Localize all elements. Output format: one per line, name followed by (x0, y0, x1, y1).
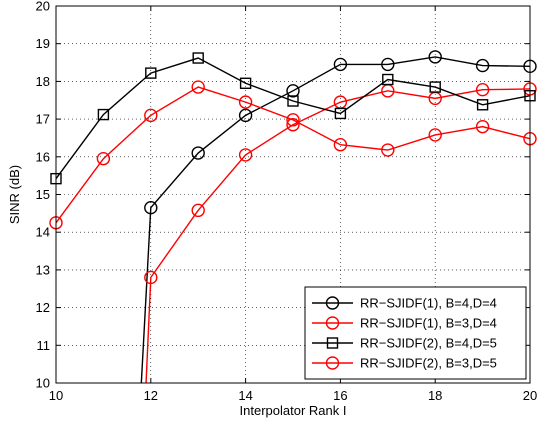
y-tick-label: 14 (36, 225, 50, 240)
y-tick-label: 15 (36, 187, 50, 202)
x-axis-label: Interpolator Rank I (240, 403, 347, 418)
y-tick-label: 17 (36, 112, 50, 127)
x-tick-label: 18 (428, 388, 442, 403)
y-tick-label: 16 (36, 149, 50, 164)
x-tick-label: 20 (523, 388, 537, 403)
y-tick-label: 19 (36, 36, 50, 51)
legend-label: RR−SJIDF(2), B=3,D=5 (360, 356, 497, 371)
legend-label: RR−SJIDF(2), B=4,D=5 (360, 336, 497, 351)
legend-label: RR−SJIDF(1), B=3,D=4 (360, 316, 497, 331)
y-tick-label: 10 (36, 376, 50, 391)
x-tick-label: 14 (238, 388, 252, 403)
x-tick-label: 10 (49, 388, 63, 403)
y-tick-label: 13 (36, 262, 50, 277)
x-tick-label: 16 (333, 388, 347, 403)
y-tick-label: 11 (37, 338, 51, 353)
x-tick-label: 12 (144, 388, 158, 403)
legend: RR−SJIDF(1), B=4,D=4 RR−SJIDF(1), B=3,D=4… (305, 287, 526, 379)
y-tick-label: 20 (36, 0, 50, 14)
y-axis-label: SINR (dB) (7, 165, 22, 224)
legend-label: RR−SJIDF(1), B=4,D=4 (360, 296, 497, 311)
y-tick-label: 18 (36, 74, 50, 89)
y-tick-label: 12 (36, 300, 50, 315)
